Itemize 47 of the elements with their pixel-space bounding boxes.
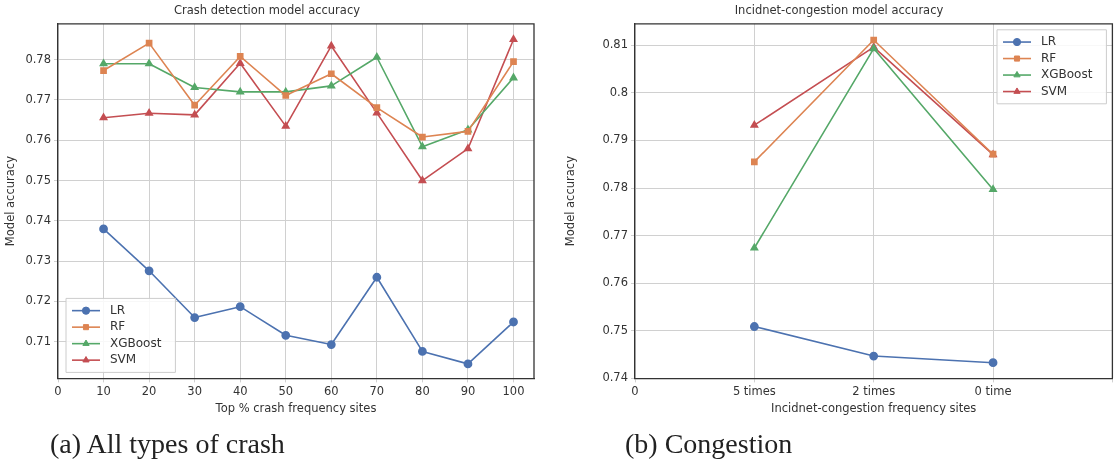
x-tick-label: 60 [323,384,339,399]
text: (b) Congestion [625,428,793,460]
legend-label: XGBoost [110,335,162,350]
y-axis-title: Model accuracy [562,155,577,247]
legend-label: LR [110,302,126,317]
x-axis-title: Top % crash frequency sites [214,401,377,416]
y-tick-label: 0.72 [25,293,51,308]
x-tick-label: 0 time [974,384,1012,399]
text: (a) All types of crash [50,428,285,460]
x-tick-label: 5 times [732,384,776,399]
chart-title: Crash detection model accuracy [173,2,361,17]
y-tick-label: 0.74 [25,212,51,227]
x-tick-label: 80 [415,384,430,399]
x-tick-label: 30 [187,384,202,399]
y-axis-title: Model accuracy [2,155,17,247]
legend-label: SVM [1041,83,1068,98]
legend-label: RF [1041,50,1057,65]
x-axis-title: Incidnet-congestion frequency sites [771,401,977,416]
y-tick-label: 0.76 [602,275,628,290]
legend-label: RF [110,319,126,334]
legend-label: SVM [110,352,137,367]
x-tick-label: 10 [96,384,111,399]
x-tick-label: 2 times [852,384,896,399]
x-tick-label: 70 [369,384,385,399]
chart-title: Incidnet-congestion model accuracy [734,2,944,17]
x-tick-label: 0 [631,384,639,399]
x-tick-label: 90 [460,384,476,399]
y-tick-label: 0.78 [25,51,51,66]
y-tick-label: 0.8 [609,84,628,99]
y-tick-label: 0.79 [602,132,628,147]
y-tick-label: 0.74 [602,370,628,385]
y-tick-label: 0.73 [25,253,51,268]
y-tick-label: 0.78 [602,180,628,194]
y-tick-label: 0.77 [602,227,628,242]
y-tick-label: 0.71 [25,333,51,348]
y-tick-label: 0.77 [25,91,51,106]
legend-label: XGBoost [1041,67,1093,82]
y-tick-label: 0.81 [602,37,628,52]
x-tick-label: 50 [278,384,294,399]
y-tick-label: 0.75 [25,172,51,187]
legend-label: LR [1041,34,1057,49]
y-tick-label: 0.75 [602,322,628,337]
x-tick-label: 40 [232,384,248,399]
x-tick-label: 20 [141,384,157,399]
y-tick-label: 0.76 [25,132,51,147]
x-tick-label: 100 [502,384,525,399]
x-tick-label: 0 [54,384,62,399]
